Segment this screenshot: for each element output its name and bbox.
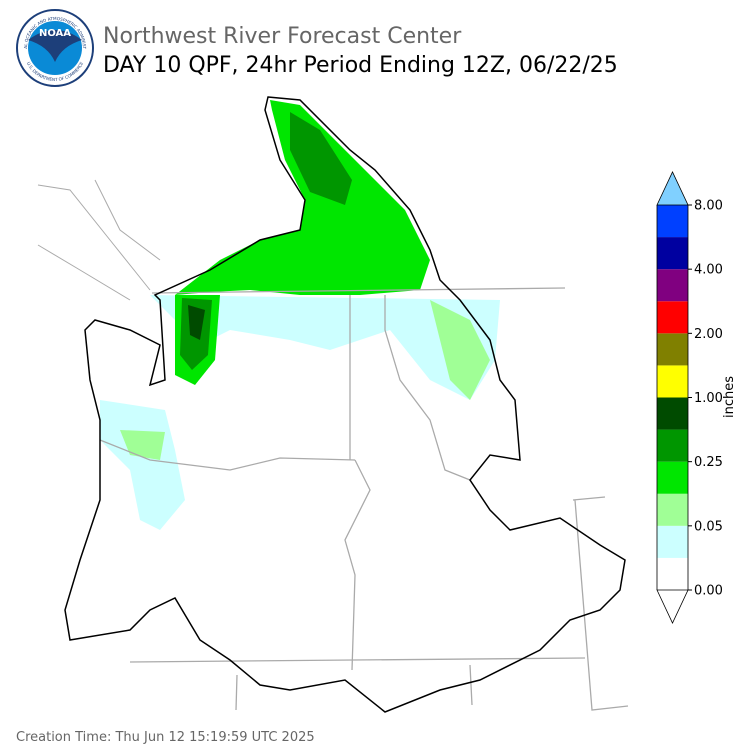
- colorbar-segment: [657, 557, 688, 590]
- border: [344, 459, 371, 671]
- colorbar-segment: [657, 525, 688, 558]
- precip-area: [100, 400, 185, 530]
- colorbar-segment: [657, 333, 688, 366]
- colorbar-segment: [657, 397, 688, 430]
- colorbar-tick-label: 0.05: [694, 519, 723, 534]
- colorbar-tick-label: 0.25: [694, 455, 723, 470]
- borders: [99, 287, 629, 711]
- precip-area: [150, 295, 500, 400]
- precip-area: [188, 305, 205, 340]
- logo: NOAA NATIONAL OCEANIC AND ATMOSPHERIC AD…: [0, 0, 94, 87]
- colorbar-segment: [657, 461, 688, 494]
- colorbar-tick-label: 4.00: [694, 263, 723, 278]
- logo-gull: [28, 30, 82, 62]
- precip-area: [430, 300, 490, 400]
- colorbar-over: [656, 171, 689, 206]
- logo-text: NOAA: [39, 28, 71, 39]
- subtitle: DAY 10 QPF, 24hr Period Ending 12Z, 06/2…: [103, 53, 618, 78]
- creation-time: Creation Time: Thu Jun 12 15:19:59 UTC 2…: [16, 730, 315, 745]
- colorbar-segment: [657, 429, 688, 462]
- colorbar-under: [656, 589, 689, 624]
- coastline: [37, 179, 161, 301]
- precip-area: [175, 100, 430, 295]
- title: Northwest River Forecast Center: [103, 24, 462, 49]
- colorbar-segment: [657, 205, 688, 238]
- border: [129, 657, 586, 663]
- colorbar-segment: [657, 269, 688, 302]
- colorbar-tick-label: 2.00: [694, 327, 723, 342]
- colorbar-segment: [657, 237, 688, 270]
- border: [235, 664, 473, 711]
- map: [37, 96, 629, 713]
- colorbar-segment: [657, 301, 688, 334]
- colorbar-segment: [657, 365, 688, 398]
- border: [572, 496, 629, 711]
- colorbar-segment: [657, 493, 688, 526]
- colorbar-tick-label: 8.00: [694, 199, 723, 214]
- border: [99, 439, 356, 471]
- basin-outline: [64, 96, 626, 713]
- colorbar: 0.00 0.05 0.25 1.00 2.00 4.00 8.00: [656, 171, 723, 624]
- border: [151, 287, 566, 294]
- colorbar-tick-label: 0.00: [694, 584, 723, 599]
- border: [384, 295, 471, 481]
- colorbar-tick-label: 1.00: [694, 391, 723, 406]
- precip-area: [290, 112, 352, 205]
- colorbar-label: inches: [722, 376, 737, 418]
